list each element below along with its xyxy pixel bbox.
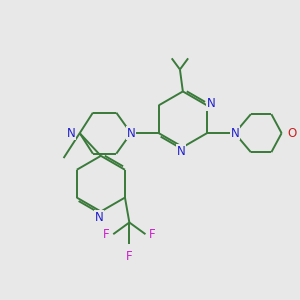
Text: F: F xyxy=(103,228,110,241)
Text: N: N xyxy=(67,127,76,140)
Text: F: F xyxy=(149,228,156,241)
Text: N: N xyxy=(95,211,104,224)
Text: N: N xyxy=(206,98,215,110)
Text: N: N xyxy=(230,127,239,140)
Text: N: N xyxy=(127,127,135,140)
Text: N: N xyxy=(177,145,186,158)
Text: F: F xyxy=(126,250,133,263)
Text: O: O xyxy=(287,127,296,140)
